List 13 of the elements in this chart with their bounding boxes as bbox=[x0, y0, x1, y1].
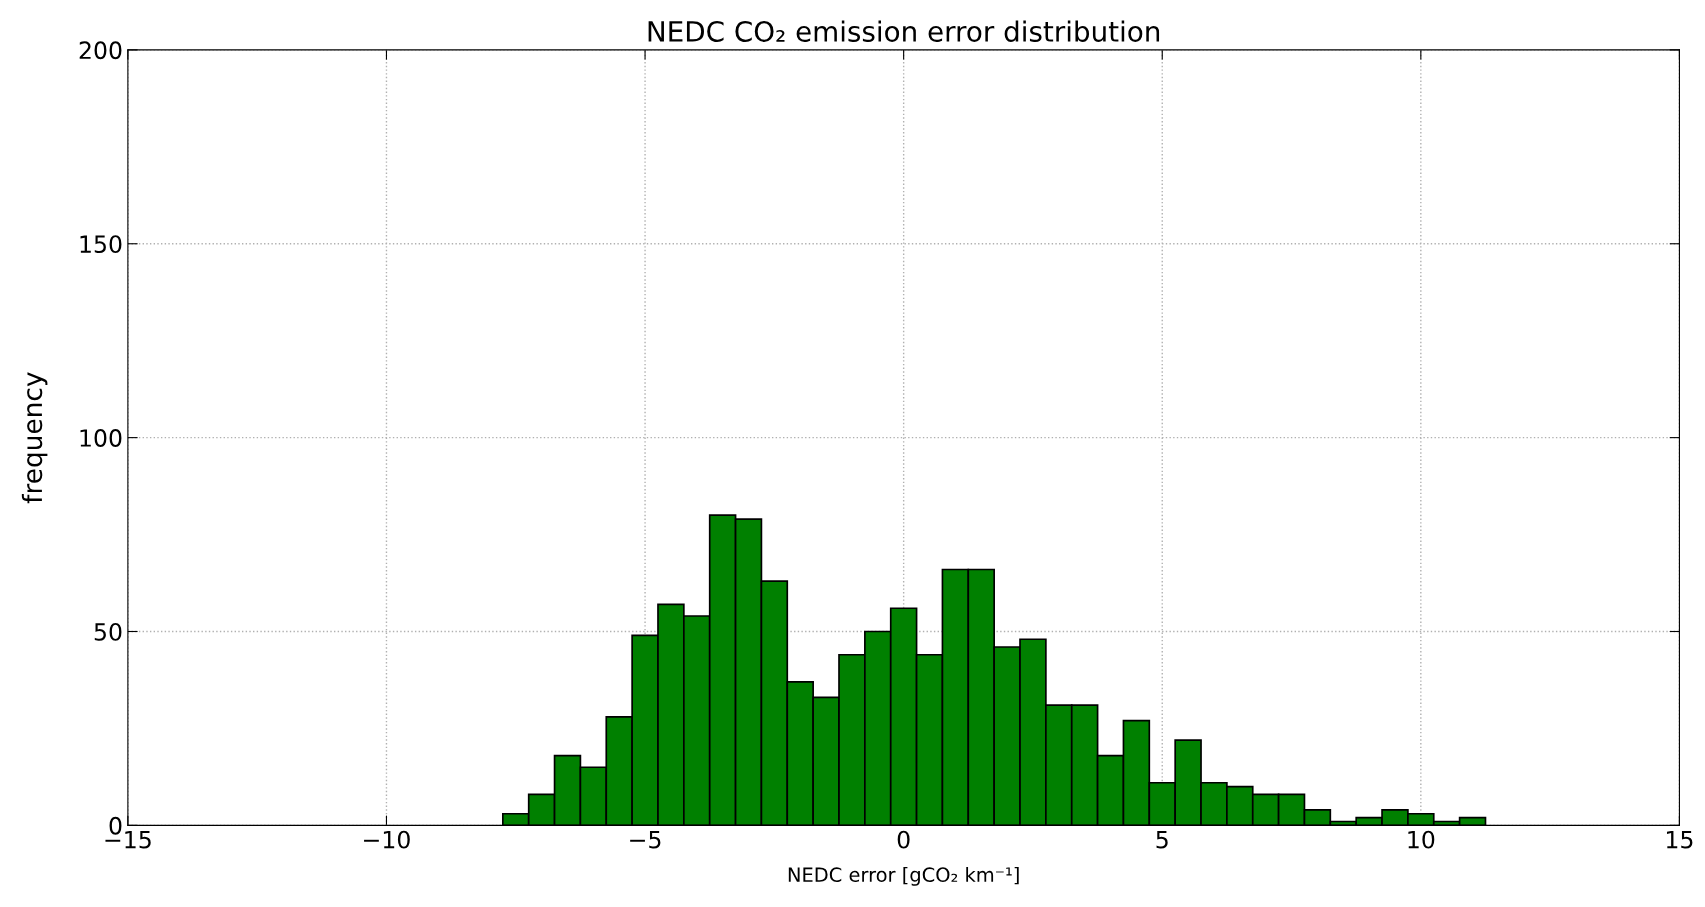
y-axis-title: frequency bbox=[21, 372, 48, 504]
y-tick-label: 150 bbox=[80, 235, 122, 254]
x-tick-label: 15 bbox=[1667, 830, 1693, 849]
x-axis-title: NEDC error [gCO₂ km⁻¹] bbox=[788, 866, 1019, 886]
y-tick-label: 100 bbox=[80, 429, 122, 447]
y-tick-label: 200 bbox=[79, 41, 122, 60]
y-tick-label: 50 bbox=[94, 622, 122, 641]
x-tick-label: 5 bbox=[1156, 830, 1168, 849]
x-tick-label: 0 bbox=[897, 830, 910, 849]
x-tick-label: 10 bbox=[1408, 830, 1435, 849]
chart-title: NEDC CO₂ emission error distribution bbox=[648, 20, 1160, 42]
x-tick-label: −5 bbox=[630, 830, 661, 849]
x-tick-label: −10 bbox=[364, 830, 410, 849]
